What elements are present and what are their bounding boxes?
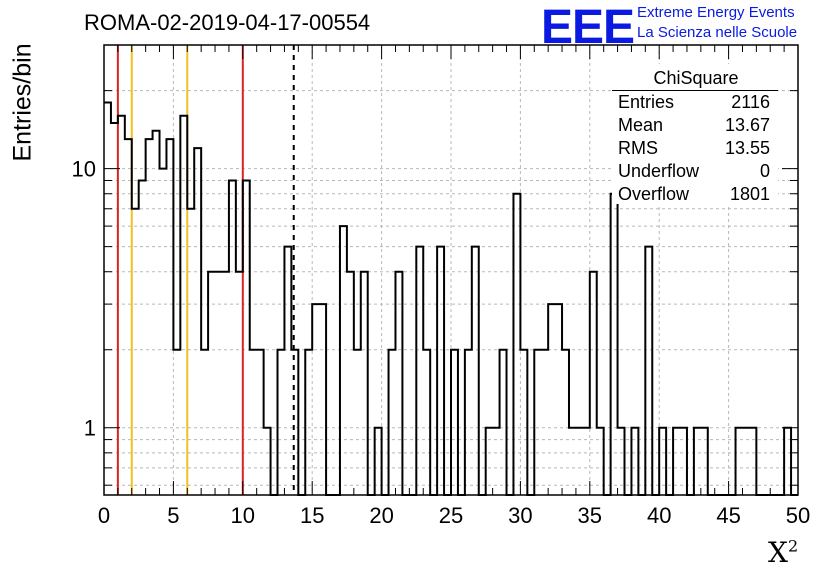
x-tick-label: 40	[647, 503, 671, 528]
stat-key: Mean	[618, 115, 664, 135]
x-axis-label-sup: 2	[787, 536, 799, 556]
x-tick-label: 5	[167, 503, 179, 528]
stat-value: 1801	[729, 184, 770, 204]
stat-key: Overflow	[618, 184, 690, 204]
stat-key: Underflow	[618, 161, 700, 181]
x-tick-label: 25	[439, 503, 463, 528]
stat-key: Entries	[618, 92, 675, 112]
x-tick-label: 0	[98, 503, 110, 528]
x-axis-label-base: X	[768, 536, 788, 569]
stat-row-underflow: Underflow 0	[618, 161, 770, 183]
stat-row-mean: Mean 13.67	[618, 115, 770, 137]
eee-logo: EEE	[541, 1, 635, 54]
stat-key: RMS	[618, 138, 658, 158]
tagline-2: La Scienza nelle Scuole	[637, 24, 798, 41]
stats-title: ChiSquare	[653, 68, 739, 88]
stat-row-entries: Entries 2116	[618, 92, 770, 114]
x-axis-label: X2	[768, 536, 798, 569]
x-tick-label: 50	[786, 503, 810, 528]
y-axis-label: Entries/bin	[8, 43, 37, 162]
x-tick-label: 45	[716, 503, 740, 528]
x-tick-label: 30	[508, 503, 532, 528]
stat-row-overflow: Overflow 1801	[618, 184, 770, 206]
y-tick-label: 1	[84, 416, 96, 441]
x-tick-label: 35	[578, 503, 602, 528]
chart-title: ROMA-02-2019-04-17-00554	[84, 10, 371, 35]
stat-value: 2116	[731, 92, 770, 112]
stat-value: 13.67	[724, 115, 770, 135]
tagline-1: Extreme Energy Events	[637, 4, 795, 21]
stat-value: 13.55	[724, 138, 770, 158]
stats-box: ChiSquare Entries 2116 Mean 13.67 RMS 13…	[612, 64, 780, 209]
x-tick-label: 10	[231, 503, 255, 528]
stats-box-bg	[612, 64, 778, 204]
stat-row-rms: RMS 13.55	[618, 138, 770, 160]
y-tick-label: 10	[72, 157, 96, 182]
x-tick-label: 15	[300, 503, 324, 528]
x-tick-label: 20	[369, 503, 393, 528]
stats-divider	[612, 90, 778, 91]
stat-value: 0	[759, 161, 770, 181]
